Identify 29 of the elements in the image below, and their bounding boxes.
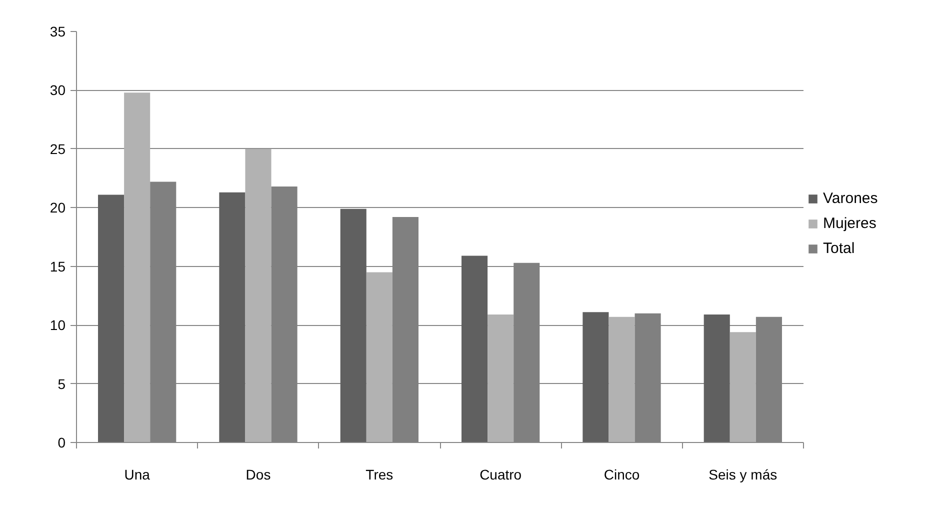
x-tick-label: Una (124, 466, 150, 482)
bar (488, 314, 514, 442)
x-tick-label: Cinco (604, 466, 640, 482)
legend-label: Mujeres (823, 214, 876, 232)
y-tick-label: 35 (50, 24, 66, 40)
y-tick-label: 5 (58, 376, 66, 392)
bar (582, 312, 609, 442)
bar (462, 256, 488, 442)
bar (98, 194, 124, 442)
y-tick-label: 20 (50, 200, 66, 216)
y-tick-label: 0 (58, 434, 66, 450)
bar (704, 314, 730, 442)
bar (219, 192, 246, 442)
bar (366, 272, 392, 442)
legend-label: Varones (823, 190, 878, 206)
y-tick-label: 30 (50, 82, 66, 98)
x-tick-label: Tres (366, 466, 394, 482)
y-tick-label: 15 (50, 258, 66, 274)
y-tick-label: 25 (50, 140, 66, 157)
bar (608, 316, 635, 442)
bar (340, 208, 366, 442)
bar (245, 148, 272, 442)
x-tick-label: Seis y más (708, 466, 778, 482)
bar (730, 332, 756, 442)
legend-label: Total (823, 240, 855, 256)
x-tick-label: Dos (246, 466, 271, 482)
y-tick-label: 10 (50, 317, 66, 334)
x-tick-label: Cuatro (480, 466, 522, 482)
bar (124, 92, 150, 442)
